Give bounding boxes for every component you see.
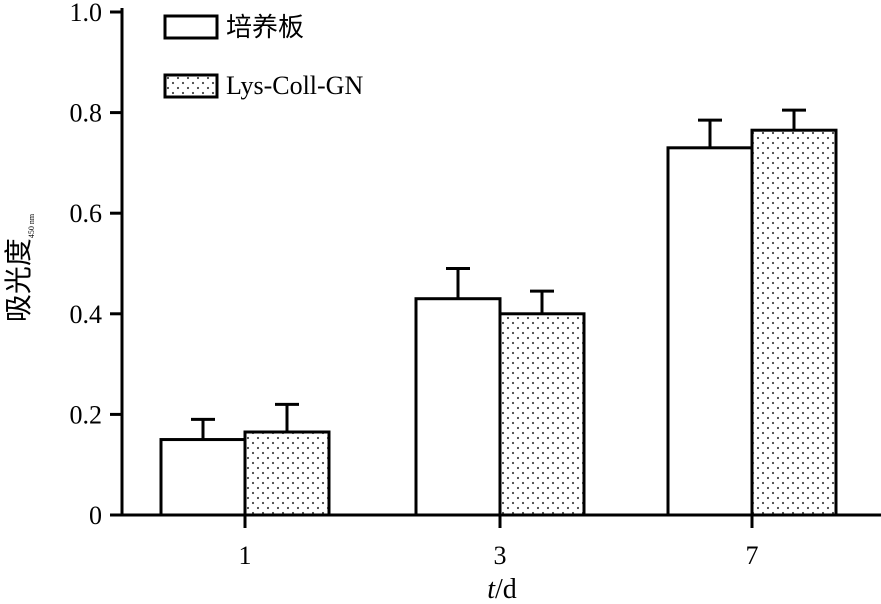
x-tick-label: 3: [494, 541, 507, 570]
x-axis-label: t/d: [487, 574, 517, 604]
x-axis-label-rest: /d: [495, 574, 517, 604]
svg-text:吸光度450 nm: 吸光度450 nm: [3, 213, 36, 322]
y-tick-label: 0.2: [70, 400, 103, 429]
y-ticks: 0 0.2 0.4 0.6 0.8 1.0: [70, 0, 122, 530]
bar-lys-coll-gn-1: [243, 430, 331, 517]
y-tick-label: 1.0: [70, 0, 103, 27]
y-tick-label: 0.6: [70, 199, 103, 228]
y-tick-label: 0: [89, 501, 102, 530]
x-tick-label: 7: [746, 541, 759, 570]
bar-lys-coll-gn-3: [498, 312, 586, 517]
y-axis-label: 吸光度450 nm: [3, 213, 36, 322]
x-tick-label: 1: [239, 541, 252, 570]
legend-label-plate: 培养板: [226, 13, 304, 42]
bar-plate-1: [159, 438, 247, 517]
y-tick-label: 0.4: [70, 300, 103, 329]
x-axis-label-italic: t: [487, 574, 496, 604]
bar-plate-7: [666, 146, 754, 517]
y-tick-label: 0.8: [70, 99, 103, 128]
bar-lys-coll-gn-7: [750, 128, 838, 517]
legend-swatch-plate: [163, 14, 219, 40]
plot-area: [159, 108, 838, 517]
y-axis-label-main: 吸光度: [3, 238, 35, 322]
x-ticks: 1 3 7: [239, 515, 759, 570]
bar-plate-3: [414, 297, 502, 517]
legend-label-lys-coll-gn: Lys-Coll-GN: [226, 71, 363, 100]
legend-swatch-lys-coll-gn: [163, 73, 219, 99]
y-axis-label-subscript: 450 nm: [27, 213, 36, 238]
legend: 培养板 Lys-Coll-GN: [163, 13, 363, 100]
